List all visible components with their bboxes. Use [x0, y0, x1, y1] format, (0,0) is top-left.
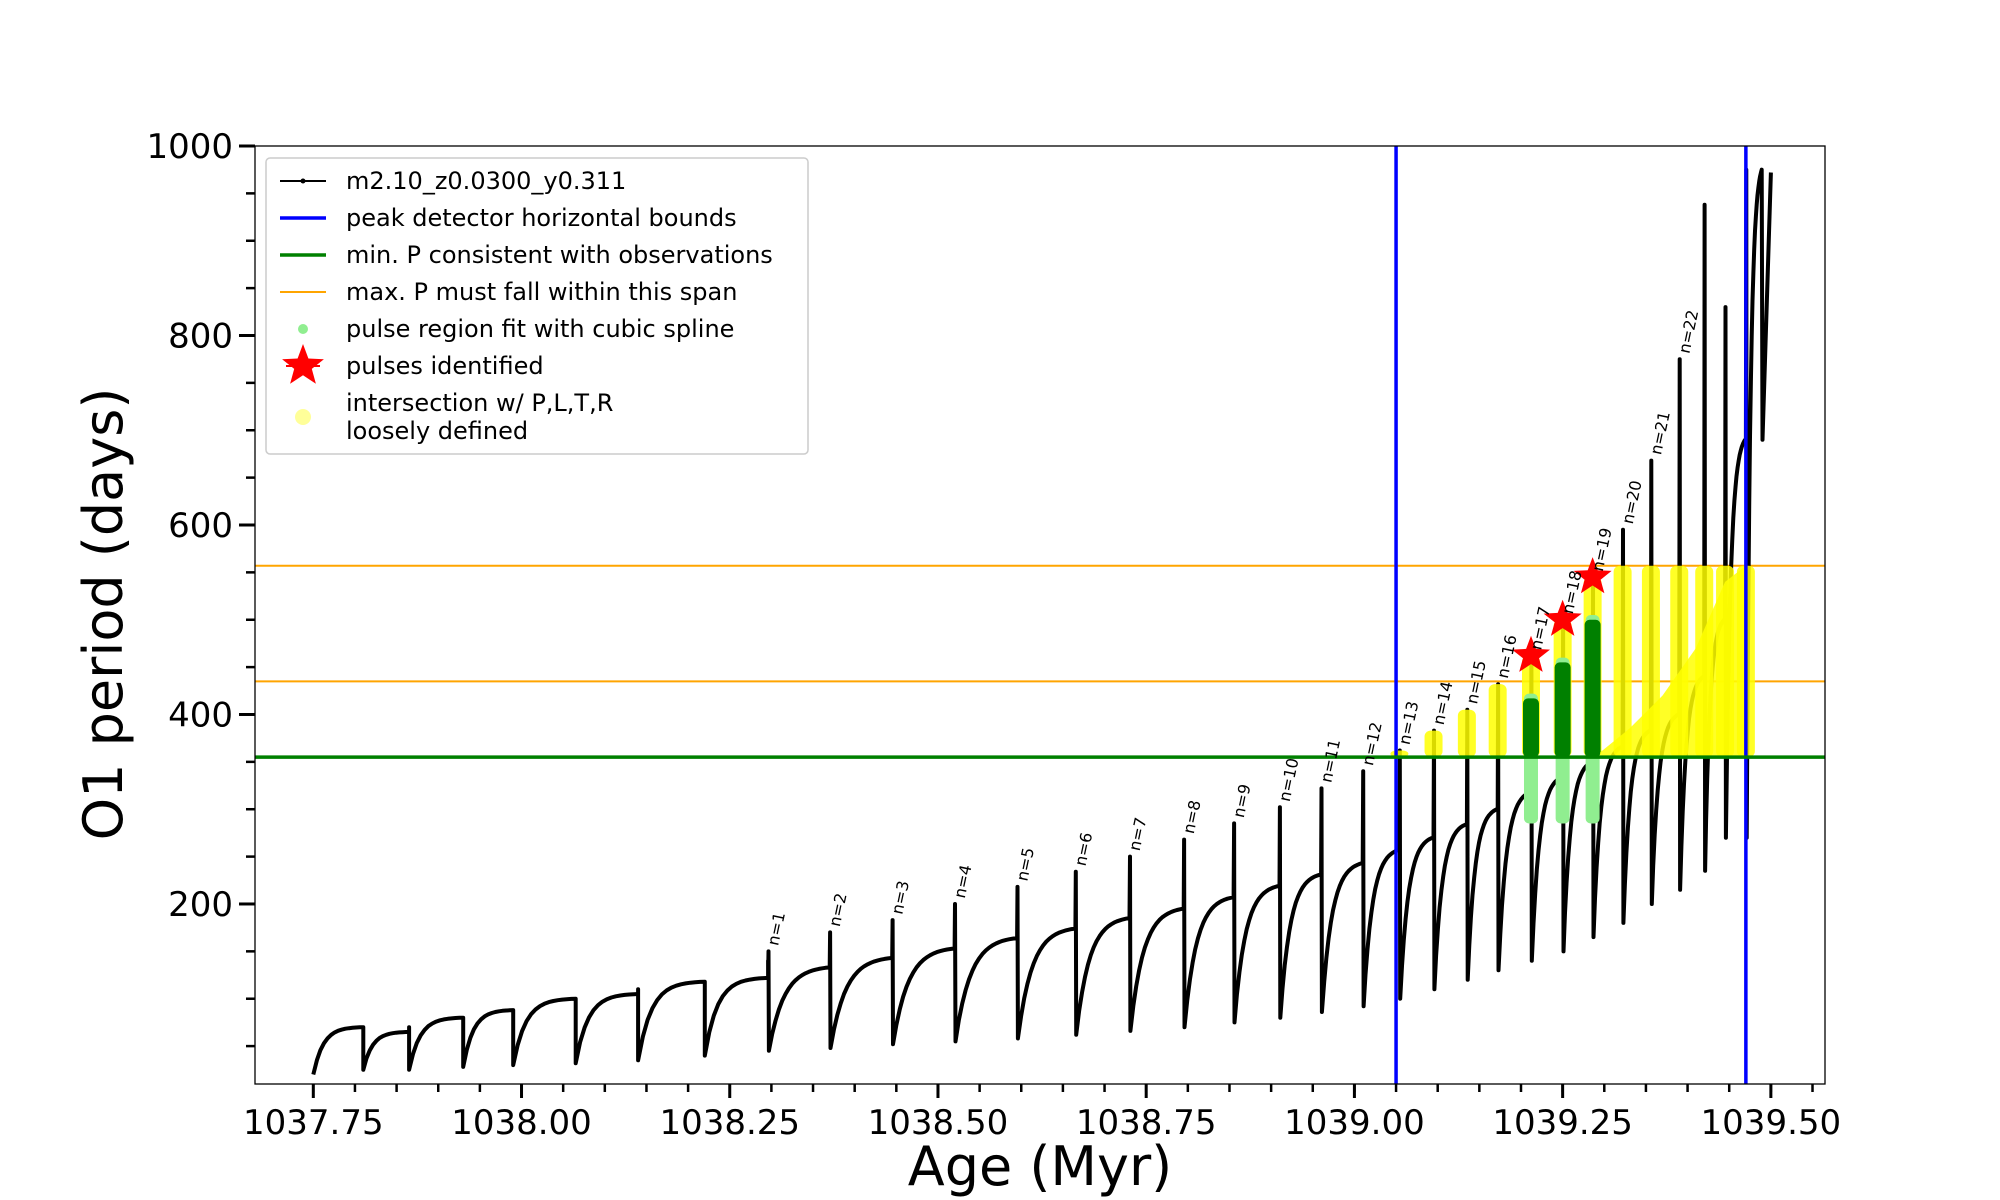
pulse-label-20: n=20 [1618, 479, 1646, 526]
legend-label-7-1: intersection w/ P,L,T,R [346, 389, 613, 417]
pulse-label-7: n=7 [1125, 815, 1151, 852]
pulse-fit-regions [1390, 565, 1755, 824]
plot-frame [254, 145, 1826, 1085]
legend-label-6: pulses identified [346, 352, 544, 380]
legend-label-3: min. P consistent with observations [346, 241, 773, 269]
pulse-star-1 [1512, 635, 1550, 672]
legend-label-7-2: loosely defined [346, 417, 528, 445]
y-tick-label-5: 1000 [146, 127, 233, 167]
x-tick-label-4: 1038.50 [868, 1103, 1009, 1143]
legend-swatch-7 [295, 409, 311, 425]
x-axis-label: Age (Myr) [908, 1135, 1173, 1198]
pulse-label-13: n=13 [1395, 699, 1423, 746]
loosely-defined-region-14 [1424, 730, 1443, 758]
pulse-star-3 [1573, 557, 1612, 594]
pulse-label-12: n=12 [1358, 720, 1386, 767]
y-axis: 200 400 600 800 1000 [146, 127, 255, 1048]
x-axis: 1037.75 1038.00 1038.25 1038.50 1038.75 1039.… [243, 1084, 1841, 1143]
pulse-label-14: n=14 [1429, 680, 1457, 727]
pulse-label-3: n=3 [887, 879, 913, 916]
pulse-label-16: n=16 [1493, 633, 1521, 680]
x-tick-label-3: 1038.25 [659, 1103, 800, 1143]
pulse-label-18: n=18 [1558, 569, 1586, 616]
pulse-region-19 [1584, 619, 1601, 758]
legend-marker-1 [300, 178, 306, 184]
pulse-region-18 [1554, 662, 1571, 758]
pulse-label-2: n=2 [825, 891, 851, 928]
legend-box [265, 157, 809, 455]
x-tick-label-2: 1038.00 [451, 1103, 592, 1143]
pulse-label-21: n=21 [1646, 409, 1674, 456]
y-tick-label-1: 200 [168, 885, 233, 925]
loosely-defined-region-15 [1457, 709, 1476, 758]
pulse-label-11: n=11 [1316, 737, 1344, 784]
pulse-label-1: n=1 [763, 910, 789, 947]
legend-label-5: pulse region fit with cubic spline [346, 315, 734, 343]
legend-swatch-6 [282, 344, 324, 384]
pulse-label-8: n=8 [1179, 798, 1205, 835]
pulse-star-2 [1543, 599, 1582, 636]
x-tick-label-5: 1038.75 [1076, 1103, 1217, 1143]
pulse-label-17: n=17 [1526, 605, 1554, 652]
pulse-region-17 [1522, 698, 1539, 758]
loosely-defined-region-20 [1613, 565, 1632, 758]
legend-label-2: peak detector horizontal bounds [346, 204, 737, 232]
y-axis-label: O1 period (days) [72, 388, 135, 841]
loosely-defined-region-16 [1488, 684, 1507, 758]
pulse-label-22: n=22 [1675, 308, 1703, 355]
y-tick-label-2: 400 [168, 695, 233, 735]
legend-label-4: max. P must fall within this span [346, 278, 737, 306]
pulse-label-15: n=15 [1462, 659, 1490, 706]
pulse-label-6: n=6 [1071, 831, 1097, 868]
loosely-defined-ramp [1600, 565, 1746, 758]
x-tick-label-6: 1039.00 [1284, 1103, 1425, 1143]
pulses-identified [1512, 557, 1612, 672]
legend-swatch-5 [298, 324, 308, 334]
x-tick-label-8: 1039.50 [1701, 1103, 1842, 1143]
pulse-label-10: n=10 [1275, 756, 1303, 803]
pulse-label-5: n=5 [1012, 846, 1038, 883]
pulse-label-4: n=4 [950, 863, 976, 900]
pulse-label-9: n=9 [1229, 782, 1255, 819]
y-tick-label-3: 600 [168, 506, 233, 546]
x-tick-label-7: 1039.25 [1492, 1103, 1633, 1143]
legend-label-1: m2.10_z0.0300_y0.311 [346, 167, 626, 195]
y-tick-label-4: 800 [168, 316, 233, 356]
x-tick-label-1: 1037.75 [243, 1103, 384, 1143]
peak-detector-bounds [1394, 146, 1748, 1084]
